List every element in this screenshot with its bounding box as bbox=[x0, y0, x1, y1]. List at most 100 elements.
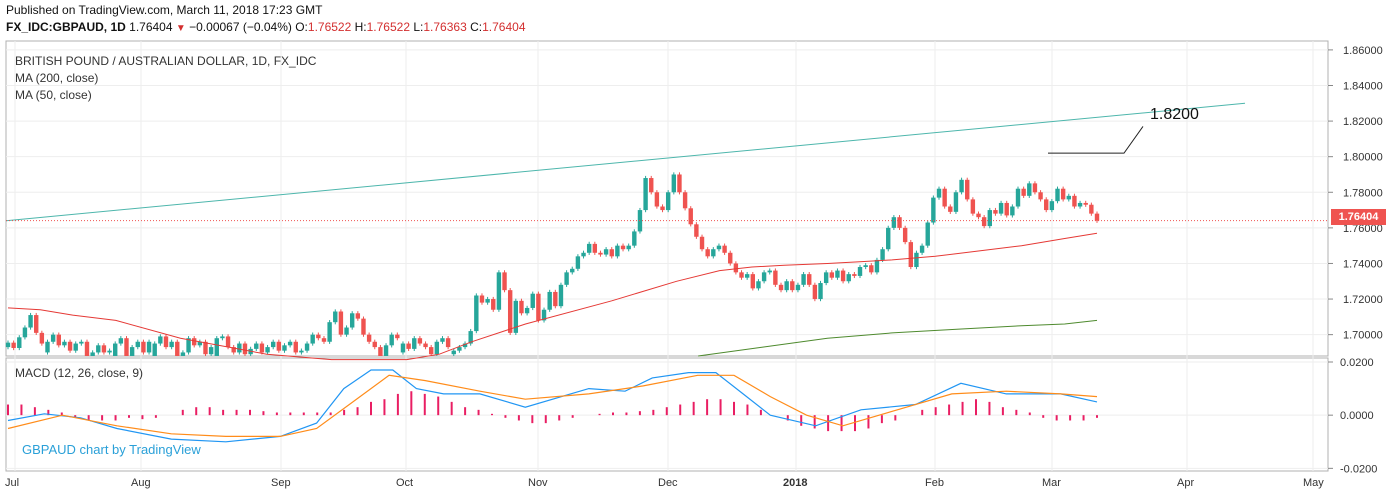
candle-body bbox=[581, 252, 586, 257]
time-tick-label: Aug bbox=[131, 477, 151, 489]
candle-body bbox=[936, 188, 942, 198]
last-price: 1.76404 bbox=[129, 20, 173, 34]
candle-body bbox=[914, 252, 919, 268]
candle-body bbox=[1060, 188, 1066, 200]
candle-body bbox=[1010, 206, 1015, 216]
candle-body bbox=[993, 210, 998, 214]
candle-body bbox=[919, 245, 925, 253]
candle-body bbox=[507, 290, 513, 333]
candle-body bbox=[530, 293, 535, 308]
candle-body bbox=[649, 178, 654, 193]
high-label: H: bbox=[354, 20, 367, 34]
candle-body bbox=[428, 347, 434, 355]
macd-tick-label: 0.0200 bbox=[1340, 357, 1374, 369]
price-tick-label: 1.86000 bbox=[1343, 45, 1383, 57]
time-axis: Jul Aug Sep Oct Nov Dec 2018 Feb Mar Apr May bbox=[5, 477, 1324, 489]
candle-body bbox=[807, 274, 812, 285]
candle-body bbox=[113, 343, 118, 356]
candle-body bbox=[795, 284, 801, 291]
candle-body bbox=[214, 338, 219, 356]
candle-body bbox=[564, 272, 569, 285]
candle-body bbox=[62, 341, 67, 346]
candle-body bbox=[84, 341, 90, 356]
candle-body bbox=[28, 315, 33, 328]
candle-body bbox=[293, 341, 298, 353]
candle-body bbox=[744, 274, 750, 278]
candle-body bbox=[632, 231, 637, 246]
candle-body bbox=[970, 199, 976, 214]
price-tick-label: 1.78000 bbox=[1343, 187, 1383, 199]
candle-body bbox=[186, 338, 191, 353]
candle-body bbox=[987, 210, 992, 227]
price-tick-label: 1.76000 bbox=[1343, 223, 1383, 235]
price-tick-label: 1.74000 bbox=[1343, 258, 1383, 270]
candle-body bbox=[953, 192, 959, 212]
candle-body bbox=[496, 272, 502, 310]
legend-ma200[interactable]: MA (200, close) bbox=[15, 71, 99, 85]
candle-body bbox=[141, 341, 146, 353]
candle-body bbox=[152, 343, 157, 356]
candle-body bbox=[34, 315, 39, 333]
legend-ma50[interactable]: MA (50, close) bbox=[15, 88, 92, 102]
high-value: 1.76522 bbox=[366, 20, 411, 34]
annotation-text[interactable]: 1.8200 bbox=[1150, 106, 1199, 123]
candle-body bbox=[406, 343, 411, 349]
candle-body bbox=[485, 299, 490, 303]
candle-body bbox=[175, 341, 180, 356]
watermark-link[interactable]: GBPAUD chart by TradingView bbox=[22, 442, 201, 457]
candle-body bbox=[908, 242, 913, 268]
candle-body bbox=[270, 341, 276, 348]
candle-body bbox=[688, 208, 693, 225]
candle-body bbox=[56, 334, 61, 346]
candle-body bbox=[902, 227, 908, 243]
candle-body bbox=[592, 243, 598, 253]
candle-body bbox=[1021, 188, 1026, 196]
candle-body bbox=[1055, 188, 1060, 202]
chart-title[interactable]: BRITISH POUND / AUSTRALIAN DOLLAR, 1D, F… bbox=[15, 54, 317, 68]
candle-body bbox=[491, 299, 496, 310]
signal-line bbox=[7, 374, 1098, 437]
candle-body bbox=[1089, 204, 1094, 214]
candle-body bbox=[558, 284, 564, 307]
candle-body bbox=[694, 224, 699, 237]
candle-body bbox=[784, 281, 789, 291]
time-tick-label: 2018 bbox=[783, 477, 807, 489]
macd-histogram bbox=[7, 391, 1098, 432]
candle-body bbox=[626, 245, 631, 250]
candle-body bbox=[389, 334, 394, 346]
trend-line bbox=[5, 102, 1246, 222]
candle-body bbox=[519, 300, 524, 314]
price-tick-label: 1.80000 bbox=[1343, 152, 1383, 164]
candle-body bbox=[237, 343, 242, 353]
candle-body bbox=[981, 217, 987, 227]
candle-body bbox=[586, 243, 592, 253]
candle-body bbox=[67, 341, 73, 351]
candle-body bbox=[502, 272, 507, 291]
candle-body bbox=[976, 213, 981, 218]
indicator-lines bbox=[5, 102, 1328, 443]
candle-body bbox=[801, 274, 806, 285]
candle-body bbox=[468, 331, 473, 344]
candle-body bbox=[818, 283, 823, 300]
legend-macd[interactable]: MACD (12, 26, close, 9) bbox=[15, 366, 144, 380]
candle-body bbox=[220, 336, 225, 339]
candle-body bbox=[1015, 188, 1021, 207]
candle-body bbox=[96, 345, 101, 353]
candle-body bbox=[395, 334, 400, 339]
candle-body bbox=[756, 281, 761, 289]
candle-body bbox=[423, 343, 428, 348]
annotation-callout bbox=[1048, 126, 1144, 154]
time-tick-label: Oct bbox=[396, 477, 413, 489]
candle-body bbox=[361, 318, 366, 335]
candle-body bbox=[654, 192, 660, 207]
candle-body bbox=[1038, 192, 1043, 200]
candle-body bbox=[440, 338, 445, 342]
time-tick-label: Nov bbox=[528, 477, 548, 489]
open-value: 1.76522 bbox=[307, 20, 352, 34]
candle-body bbox=[22, 327, 28, 338]
candle-body bbox=[197, 341, 203, 346]
candle-body bbox=[959, 179, 964, 193]
candle-body bbox=[739, 272, 744, 278]
candle-body bbox=[355, 313, 361, 319]
